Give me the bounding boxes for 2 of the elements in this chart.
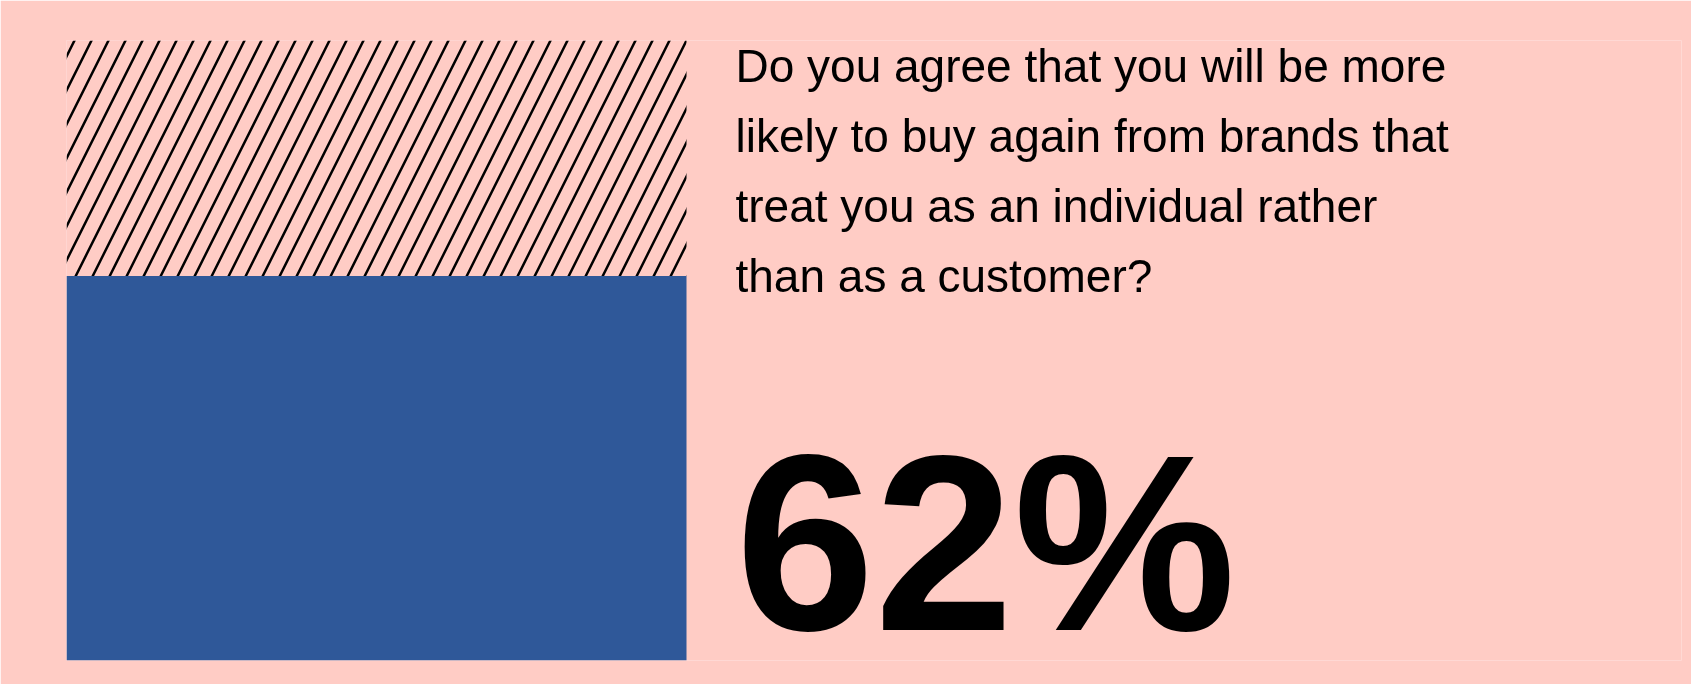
text: Do you agree that you will be more likely to buy again from brands that treat you as an individual rather than as a customer? bbox=[735, 39, 1450, 302]
text: 62% bbox=[735, 403, 1236, 683]
